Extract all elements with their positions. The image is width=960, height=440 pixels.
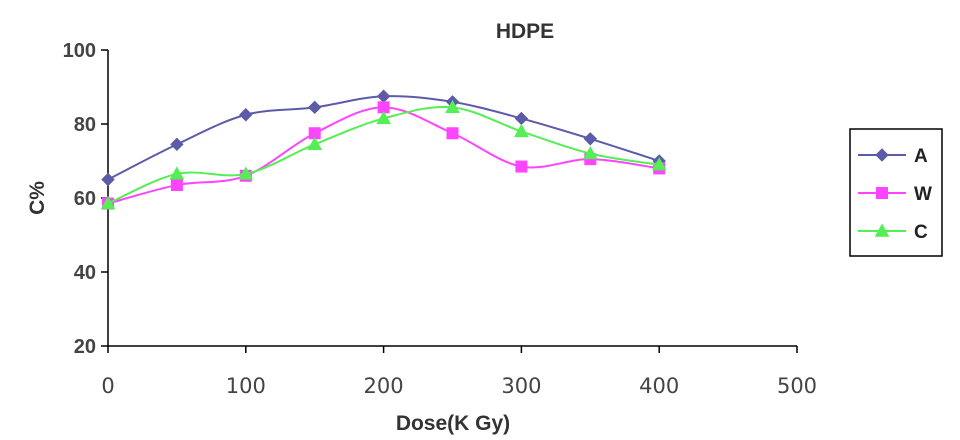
data-point-A [101, 172, 115, 187]
x-tick-label: 400 [639, 374, 679, 398]
legend-marker [875, 148, 889, 162]
data-point-C [651, 157, 667, 171]
series-C [100, 99, 667, 210]
x-tick-label: 0 [101, 374, 114, 398]
y-tick-label: 100 [63, 40, 96, 62]
data-point-W [515, 160, 528, 173]
series-A [101, 89, 666, 187]
data-point-W [446, 127, 459, 140]
legend-item: W [858, 184, 932, 205]
data-point-C [376, 110, 391, 125]
y-tick-label: 80 [74, 114, 96, 136]
series-layer [100, 89, 667, 210]
legend: AWC [849, 128, 943, 257]
x-tick-label: 500 [777, 374, 817, 398]
data-point-C [169, 166, 185, 180]
legend-marker [876, 187, 888, 199]
legend-marker [874, 223, 890, 237]
x-tick-label: 200 [364, 374, 404, 398]
data-point-C [307, 136, 323, 151]
x-tick-label: 300 [501, 374, 541, 398]
legend-item: A [858, 146, 928, 167]
x-tick-label: 100 [226, 374, 266, 398]
data-point-C [445, 99, 460, 114]
data-point-A [583, 132, 598, 146]
legend-item: C [858, 222, 928, 243]
data-point-A [307, 100, 322, 115]
y-axis-title: C% [26, 181, 49, 215]
data-point-C [514, 123, 529, 138]
data-point-A [376, 89, 391, 103]
data-point-A [170, 137, 184, 152]
data-point-C [238, 166, 254, 180]
y-tick-label: 40 [74, 262, 96, 284]
data-point-C [100, 196, 116, 210]
legend-label: C [914, 222, 928, 243]
data-point-A [514, 111, 529, 126]
x-ticks: 0 100 200 300 400 500 [101, 346, 817, 398]
chart-title: HDPE [496, 20, 554, 43]
data-point-W [170, 179, 183, 192]
legend-items: AWC [858, 146, 932, 243]
data-point-C [582, 146, 598, 160]
legend-label: A [914, 146, 928, 167]
y-tick-label: 60 [74, 188, 96, 210]
axes [107, 50, 797, 347]
x-axis-title: Dose(K Gy) [396, 412, 510, 435]
data-point-A [239, 108, 253, 122]
y-tick-label: 20 [74, 336, 96, 358]
y-ticks: 20 40 60 80 100 [63, 40, 108, 358]
legend-label: W [914, 184, 932, 205]
